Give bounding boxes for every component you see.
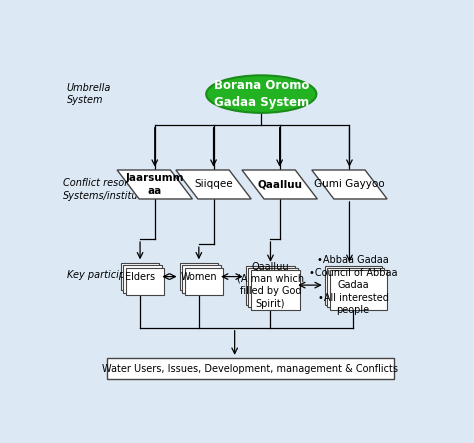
Text: Jaarsumm
aa: Jaarsumm aa xyxy=(126,173,184,196)
Text: Elders: Elders xyxy=(125,272,155,282)
Text: •Abbaa Gadaa
•Council of Abbaa
Gadaa
•All interested
people: •Abbaa Gadaa •Council of Abbaa Gadaa •Al… xyxy=(309,255,397,315)
FancyBboxPatch shape xyxy=(123,265,162,293)
FancyBboxPatch shape xyxy=(180,263,218,290)
Ellipse shape xyxy=(206,75,317,113)
Polygon shape xyxy=(312,170,387,199)
FancyBboxPatch shape xyxy=(248,268,298,307)
Text: Borana Oromo
Gadaa System: Borana Oromo Gadaa System xyxy=(214,79,309,109)
Text: Key participants: Key participants xyxy=(66,270,146,280)
FancyBboxPatch shape xyxy=(107,358,393,379)
FancyBboxPatch shape xyxy=(182,265,221,293)
Text: Qaalluu: Qaalluu xyxy=(257,179,302,190)
FancyBboxPatch shape xyxy=(327,268,384,307)
Text: Women: Women xyxy=(181,272,217,282)
Text: Qaalluu
(A man which
filled by God
Spirit): Qaalluu (A man which filled by God Spiri… xyxy=(237,261,304,309)
FancyBboxPatch shape xyxy=(126,268,164,295)
Polygon shape xyxy=(117,170,192,199)
FancyBboxPatch shape xyxy=(121,263,159,290)
Text: Conflict resolution
Systems/institutions: Conflict resolution Systems/institutions xyxy=(63,179,162,201)
FancyBboxPatch shape xyxy=(330,270,387,310)
Text: Water Users, Issues, Development, management & Conflicts: Water Users, Issues, Development, manage… xyxy=(102,364,398,374)
Text: Gumi Gayyoo: Gumi Gayyoo xyxy=(314,179,385,190)
Polygon shape xyxy=(176,170,251,199)
Text: Siiqqee: Siiqqee xyxy=(194,179,233,190)
Polygon shape xyxy=(242,170,317,199)
FancyBboxPatch shape xyxy=(246,265,295,305)
Text: Umbrella
System: Umbrella System xyxy=(66,83,111,105)
FancyBboxPatch shape xyxy=(251,270,301,310)
FancyBboxPatch shape xyxy=(325,265,382,305)
FancyBboxPatch shape xyxy=(185,268,223,295)
